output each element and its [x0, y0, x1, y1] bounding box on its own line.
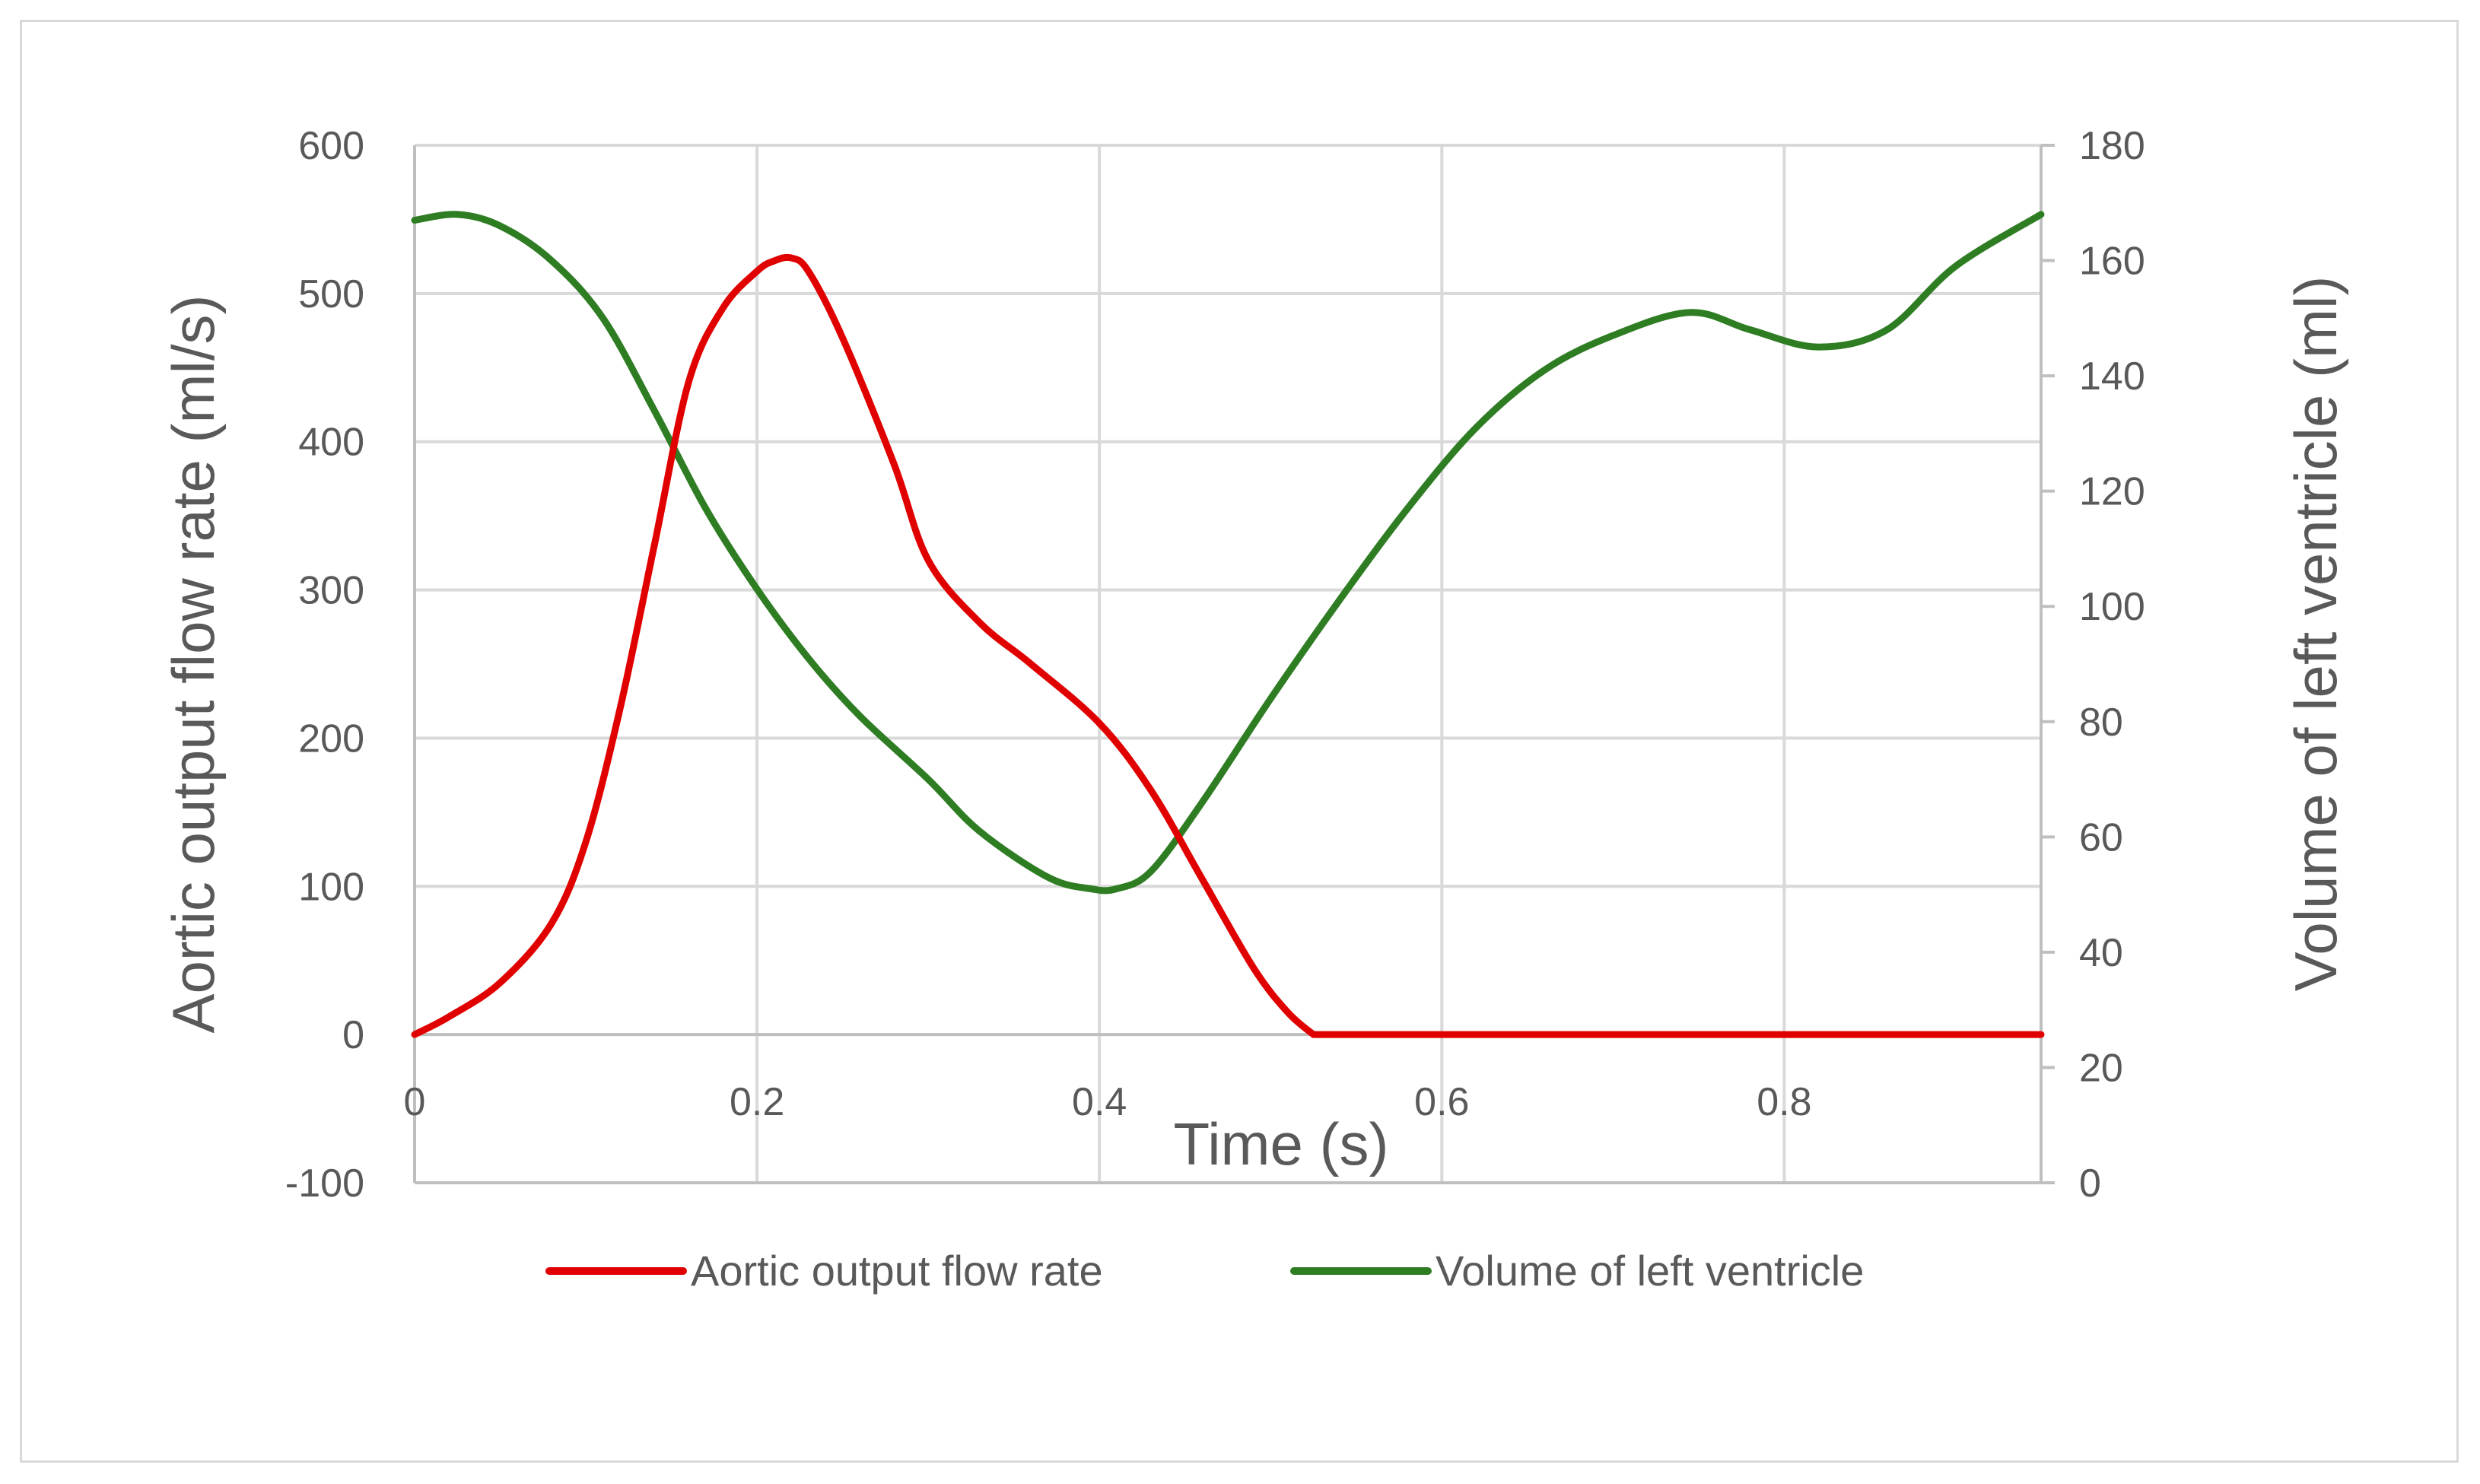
- y-tick-label: -100: [285, 1161, 364, 1206]
- x-tick-label: 0.8: [1757, 1080, 1811, 1124]
- x-tick-label: 0.4: [1072, 1080, 1127, 1124]
- legend-aortic-flow-label: Aortic output flow rate: [691, 1247, 1103, 1295]
- y2-tick-label: 140: [2079, 354, 2145, 399]
- line-chart: -100 0 100 200 300 400 500 600 0 20 40 60 80 100 120 14…: [160, 124, 2349, 1295]
- series-lines: [411, 211, 2045, 1038]
- x-tick-label: 0.6: [1414, 1080, 1469, 1124]
- gridlines: [413, 144, 2041, 1184]
- y2-tick-label: 60: [2079, 815, 2123, 860]
- y-tick-label: 500: [298, 272, 364, 316]
- y-tick-label: 400: [298, 421, 364, 465]
- x-tick-label: 0: [404, 1080, 426, 1124]
- chart-frame: -100 0 100 200 300 400 500 600 0 20 40 60 80 100 120 14…: [20, 20, 2459, 1463]
- y2-tick-label: 160: [2079, 240, 2145, 284]
- y-axis-title-right: Volume of left ventricle (ml): [2282, 276, 2349, 992]
- series-line-lv-volume: [411, 211, 2045, 895]
- y-tick-label: 600: [298, 124, 364, 168]
- x-tick-label: 0.2: [730, 1080, 784, 1124]
- axes: [413, 144, 2055, 1184]
- y-tick-label: 100: [298, 865, 364, 909]
- y-tick-label: 300: [298, 569, 364, 613]
- y-axis-title-left: Aortic output flow rate (ml/s): [160, 295, 227, 1034]
- y2-tick-label: 120: [2079, 470, 2145, 514]
- series-line-aortic-flow: [411, 253, 2045, 1038]
- y2-tick-label: 180: [2079, 124, 2145, 168]
- y2-tick-label: 80: [2079, 701, 2123, 745]
- y-tick-label: 0: [342, 1013, 364, 1057]
- x-axis-title: Time (s): [1173, 1111, 1388, 1177]
- y-tick-label: 200: [298, 717, 364, 761]
- y2-tick-label: 100: [2079, 585, 2145, 629]
- y2-tick-label: 0: [2079, 1161, 2101, 1206]
- legend: Aortic output flow rate Volume of left ve…: [545, 1247, 1864, 1295]
- y2-tick-label: 40: [2079, 931, 2123, 975]
- y2-tick-label: 20: [2079, 1046, 2123, 1090]
- tick-labels: -100 0 100 200 300 400 500 600 0 20 40 60 80 100 120 14…: [285, 124, 2145, 1206]
- legend-lv-volume-label: Volume of left ventricle: [1436, 1247, 1864, 1295]
